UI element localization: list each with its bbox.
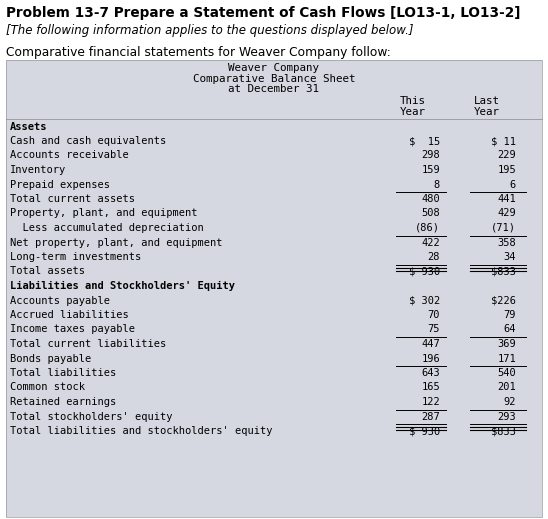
Text: 92: 92 <box>504 397 516 407</box>
Bar <box>6 60 542 517</box>
Text: 508: 508 <box>421 209 440 218</box>
Text: 358: 358 <box>497 238 516 248</box>
Text: 201: 201 <box>497 383 516 392</box>
Text: Total current assets: Total current assets <box>10 194 135 204</box>
Text: 165: 165 <box>421 383 440 392</box>
Text: Bonds payable: Bonds payable <box>10 353 92 363</box>
Text: 28: 28 <box>427 252 440 262</box>
Text: (86): (86) <box>415 223 440 233</box>
Text: [The following information applies to the questions displayed below.]: [The following information applies to th… <box>6 24 414 37</box>
Text: Less accumulated depreciation: Less accumulated depreciation <box>10 223 204 233</box>
Text: 441: 441 <box>497 194 516 204</box>
Bar <box>6 60 542 517</box>
Text: Common stock: Common stock <box>10 383 85 392</box>
Text: Total liabilities: Total liabilities <box>10 368 116 378</box>
Text: $ 930: $ 930 <box>409 426 440 436</box>
Text: Property, plant, and equipment: Property, plant, and equipment <box>10 209 197 218</box>
Text: $ 930: $ 930 <box>409 266 440 277</box>
Text: 79: 79 <box>504 310 516 320</box>
Text: Year: Year <box>474 107 500 117</box>
Text: 8: 8 <box>434 180 440 189</box>
Text: 159: 159 <box>421 165 440 175</box>
Text: Comparative Balance Sheet: Comparative Balance Sheet <box>193 74 355 84</box>
Text: Retained earnings: Retained earnings <box>10 397 116 407</box>
Text: Last: Last <box>474 97 500 106</box>
Text: 422: 422 <box>421 238 440 248</box>
Text: at December 31: at December 31 <box>229 84 319 94</box>
Text: Total stockholders' equity: Total stockholders' equity <box>10 412 173 421</box>
Text: Long-term investments: Long-term investments <box>10 252 141 262</box>
Text: Problem 13-7 Prepare a Statement of Cash Flows [LO13-1, LO13-2]: Problem 13-7 Prepare a Statement of Cash… <box>6 6 521 20</box>
Text: This: This <box>400 97 426 106</box>
Text: 229: 229 <box>497 151 516 160</box>
Text: Comparative financial statements for Weaver Company follow:: Comparative financial statements for Wea… <box>6 46 391 59</box>
Text: $833: $833 <box>491 426 516 436</box>
Text: 369: 369 <box>497 339 516 349</box>
Text: 171: 171 <box>497 353 516 363</box>
Text: Net property, plant, and equipment: Net property, plant, and equipment <box>10 238 222 248</box>
Text: 64: 64 <box>504 324 516 335</box>
Text: 540: 540 <box>497 368 516 378</box>
Text: 75: 75 <box>427 324 440 335</box>
Text: Cash and cash equivalents: Cash and cash equivalents <box>10 136 166 146</box>
Text: Liabilities and Stockholders' Equity: Liabilities and Stockholders' Equity <box>10 281 235 291</box>
Text: Total liabilities and stockholders' equity: Total liabilities and stockholders' equi… <box>10 426 272 436</box>
Text: Income taxes payable: Income taxes payable <box>10 324 135 335</box>
Text: 287: 287 <box>421 412 440 421</box>
Text: 34: 34 <box>504 252 516 262</box>
Text: 447: 447 <box>421 339 440 349</box>
Text: $ 11: $ 11 <box>491 136 516 146</box>
Text: $833: $833 <box>491 266 516 277</box>
Text: $226: $226 <box>491 295 516 306</box>
Text: 196: 196 <box>421 353 440 363</box>
Text: Accounts receivable: Accounts receivable <box>10 151 129 160</box>
Text: Assets: Assets <box>10 121 48 131</box>
Text: 70: 70 <box>427 310 440 320</box>
Text: Weaver Company: Weaver Company <box>229 63 319 73</box>
Text: 293: 293 <box>497 412 516 421</box>
Text: Year: Year <box>400 107 426 117</box>
Text: (71): (71) <box>491 223 516 233</box>
Text: 298: 298 <box>421 151 440 160</box>
Text: $  15: $ 15 <box>409 136 440 146</box>
Text: 480: 480 <box>421 194 440 204</box>
Text: $ 302: $ 302 <box>409 295 440 306</box>
Text: 429: 429 <box>497 209 516 218</box>
Text: 195: 195 <box>497 165 516 175</box>
Text: Total assets: Total assets <box>10 266 85 277</box>
Text: 122: 122 <box>421 397 440 407</box>
Text: Total current liabilities: Total current liabilities <box>10 339 166 349</box>
Text: Accounts payable: Accounts payable <box>10 295 110 306</box>
Text: Accrued liabilities: Accrued liabilities <box>10 310 129 320</box>
Text: Inventory: Inventory <box>10 165 66 175</box>
Text: 6: 6 <box>510 180 516 189</box>
Text: 643: 643 <box>421 368 440 378</box>
Text: Prepaid expenses: Prepaid expenses <box>10 180 110 189</box>
